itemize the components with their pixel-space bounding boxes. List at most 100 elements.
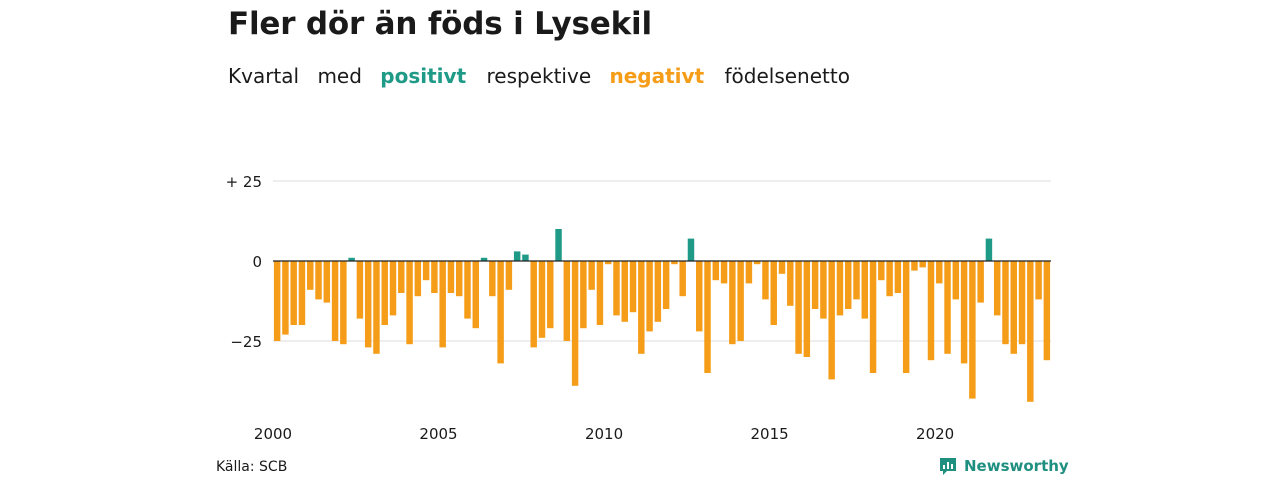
- bar: [472, 261, 480, 329]
- bar: [381, 261, 388, 325]
- bar: [480, 257, 488, 261]
- bar: [1027, 261, 1034, 402]
- bar: [356, 261, 364, 319]
- brand-logo: Newsworthy: [938, 456, 1069, 476]
- bar: [389, 261, 397, 316]
- bar: [861, 261, 869, 319]
- y-tick-label: + 25: [226, 173, 262, 191]
- bar: [944, 261, 951, 354]
- x-tick-label: 2000: [254, 425, 292, 443]
- bar: [323, 261, 331, 303]
- bar: [894, 261, 902, 293]
- bar: [571, 261, 579, 386]
- bar: [712, 261, 720, 281]
- bar: [803, 261, 811, 357]
- bar: [1018, 261, 1026, 345]
- x-tick-label: 2010: [585, 425, 623, 443]
- bar: [811, 261, 819, 309]
- chart-subtitle: Kvartal med positivt respektive negativt…: [228, 64, 862, 88]
- bar: [671, 261, 678, 265]
- bar: [1043, 261, 1051, 361]
- bar: [679, 261, 686, 297]
- bar: [406, 261, 413, 345]
- subtitle-part-2: med: [317, 64, 362, 88]
- bar: [836, 261, 844, 316]
- bar: [919, 261, 926, 268]
- bar: [646, 261, 653, 332]
- bar: [555, 229, 562, 261]
- bar: [936, 261, 943, 284]
- bar: [522, 254, 529, 261]
- chart-title: Fler dör än föds i Lysekil: [228, 6, 652, 42]
- bar: [960, 261, 968, 364]
- bar: [696, 261, 703, 332]
- bar: [505, 261, 513, 290]
- bars: [273, 229, 1051, 402]
- bar: [778, 261, 786, 274]
- bar: [348, 257, 355, 261]
- y-axis-labels: + 25 0 −25: [226, 173, 262, 351]
- bar: [331, 261, 339, 341]
- subtitle-negative: negativt: [609, 64, 705, 88]
- y-tick-label: 0: [252, 253, 262, 271]
- x-tick-label: 2020: [916, 425, 954, 443]
- bar: [745, 261, 753, 284]
- bar: [853, 261, 860, 300]
- bar-chart: + 25 0 −25 2000 2005 2010 2015 2020: [226, 173, 1051, 443]
- bar: [687, 238, 695, 261]
- bar: [298, 261, 306, 325]
- bar: [439, 261, 446, 348]
- bar: [1002, 261, 1009, 345]
- bar: [398, 261, 405, 293]
- bar: [762, 261, 769, 300]
- bar: [513, 251, 521, 261]
- bar: [273, 261, 281, 341]
- bar: [770, 261, 777, 325]
- bar: [737, 261, 744, 341]
- bar: [613, 261, 620, 316]
- source-note: Källa: SCB: [216, 459, 288, 475]
- bar: [927, 261, 935, 361]
- bar: [422, 261, 430, 281]
- bar: [886, 261, 893, 297]
- bar: [497, 261, 504, 364]
- bar: [1010, 261, 1017, 354]
- bar: [604, 261, 612, 265]
- x-tick-label: 2005: [419, 425, 457, 443]
- bar: [447, 261, 455, 293]
- bar: [820, 261, 827, 319]
- bar: [530, 261, 537, 348]
- bar: [547, 261, 554, 329]
- bar: [638, 261, 645, 354]
- bar: [538, 261, 546, 338]
- bar: [828, 261, 835, 380]
- bar: [373, 261, 380, 354]
- bar: [282, 261, 289, 335]
- y-tick-label: −25: [230, 333, 262, 351]
- x-tick-label: 2015: [751, 425, 789, 443]
- bar: [1035, 261, 1042, 300]
- bar: [902, 261, 910, 373]
- bar: [753, 261, 761, 265]
- bar: [729, 261, 736, 345]
- subtitle-positive: positivt: [380, 64, 467, 88]
- bar: [364, 261, 372, 348]
- bar: [993, 261, 1001, 316]
- bar: [787, 261, 794, 306]
- subtitle-part-4: födelsenetto: [724, 64, 850, 88]
- bar: [654, 261, 662, 322]
- bar: [977, 261, 984, 303]
- bar: [845, 261, 852, 309]
- bar: [563, 261, 571, 341]
- bar: [952, 261, 960, 300]
- x-axis-labels: 2000 2005 2010 2015 2020: [254, 425, 954, 443]
- bar: [290, 261, 297, 325]
- bar: [720, 261, 728, 284]
- bar: [580, 261, 587, 329]
- bar: [878, 261, 885, 281]
- bar: [588, 261, 595, 290]
- brand-name: Newsworthy: [964, 457, 1069, 475]
- bar: [464, 261, 471, 319]
- bar: [621, 261, 628, 322]
- bar: [704, 261, 711, 373]
